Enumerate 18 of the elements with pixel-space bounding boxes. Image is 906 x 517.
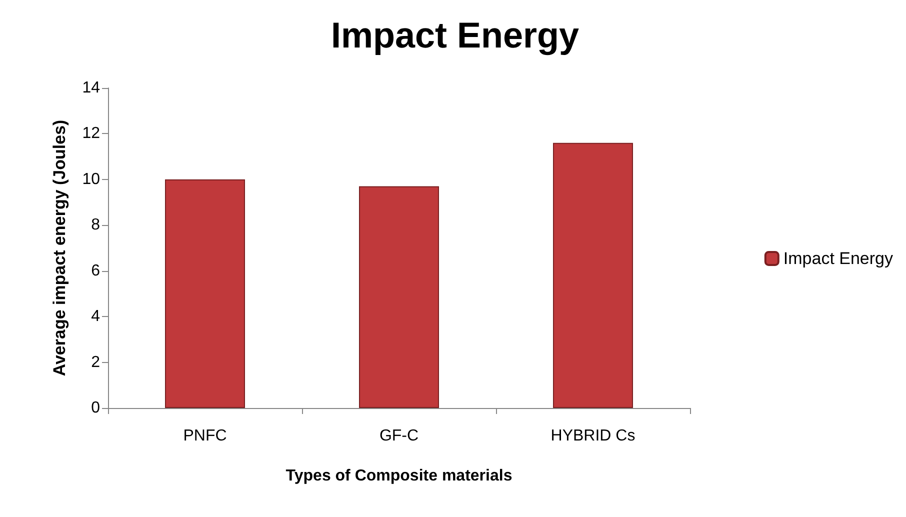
y-tick-label: 0: [91, 400, 100, 416]
x-tick-label: GF-C: [379, 428, 419, 444]
x-tick-label: PNFC: [183, 428, 227, 444]
bar: [359, 186, 439, 408]
y-tick-label: 10: [82, 170, 100, 188]
chart-title: Impact Energy: [330, 14, 580, 56]
y-tick-label: 12: [82, 125, 100, 142]
y-tick-label: 4: [91, 308, 100, 326]
y-tick-label: 2: [91, 354, 100, 371]
x-tick-label: HYBRID Cs: [550, 428, 636, 444]
y-axis-title: Average impact energy (Joules): [50, 120, 69, 376]
y-tick-label: 6: [91, 262, 100, 280]
y-tick-label: 14: [82, 80, 100, 96]
x-axis-title: Types of Composite materials: [286, 468, 512, 484]
bar: [553, 142, 633, 408]
legend-label: Impact Energy: [783, 249, 894, 268]
bar: [165, 179, 245, 408]
y-tick-label: 8: [91, 216, 100, 234]
